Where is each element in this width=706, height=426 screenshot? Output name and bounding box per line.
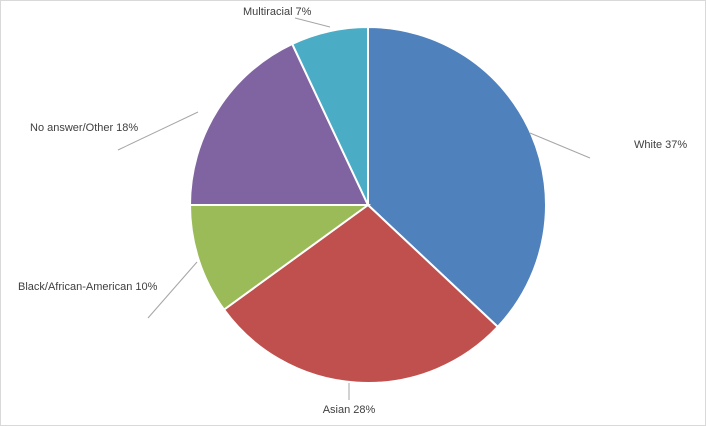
leader-line bbox=[147, 261, 198, 319]
pie-slice bbox=[290, 25, 369, 206]
pie-slice bbox=[222, 203, 500, 384]
slice-label-value: 10% bbox=[135, 281, 157, 293]
leader-line bbox=[294, 17, 331, 28]
leader-line bbox=[117, 111, 199, 151]
slice-label-value: 37% bbox=[665, 139, 687, 151]
pie-slice bbox=[188, 204, 372, 312]
slice-label: Multiracial 7% bbox=[243, 6, 312, 18]
slice-label-name: White bbox=[634, 139, 662, 151]
slice-label-name: Black/African-American bbox=[18, 281, 132, 293]
slice-label-value: 7% bbox=[296, 6, 312, 18]
slice-label-name: Multiracial bbox=[243, 6, 293, 18]
slice-label: No answer/Other 18% bbox=[30, 122, 138, 134]
leader-line bbox=[529, 132, 591, 159]
slice-label-name: Asian bbox=[323, 404, 351, 416]
slice-label: Black/African-American 10% bbox=[18, 281, 158, 293]
slice-label-value: 28% bbox=[353, 404, 375, 416]
slice-label: Asian 28% bbox=[323, 404, 376, 416]
pie-slice bbox=[367, 25, 547, 329]
slice-label-value: 18% bbox=[116, 122, 138, 134]
pie-slice bbox=[188, 42, 370, 206]
slice-label-name: No answer/Other bbox=[30, 122, 113, 134]
slice-label: White 37% bbox=[634, 139, 687, 151]
